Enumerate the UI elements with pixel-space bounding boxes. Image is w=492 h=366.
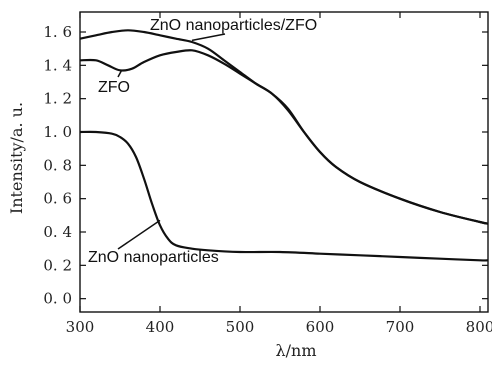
- y-tick-label: 1. 0: [43, 123, 72, 141]
- y-tick-label: 1. 6: [43, 23, 72, 41]
- y-tick-label: 0. 0: [43, 290, 72, 308]
- y-tick-label: 0. 8: [43, 156, 72, 174]
- annotation-layer: ZnO nanoparticles/ZFO ZFO ZnO nanoparticle…: [88, 17, 317, 266]
- annotation-pointer: [191, 33, 226, 42]
- tick-layer: 300 400 500 600 700 800 0. 0 0. 2 0. 4 0. 6 0. 8 1.…: [43, 12, 492, 336]
- series-line-zfo: [79, 49, 489, 225]
- y-tick-label: 1. 4: [43, 56, 72, 74]
- x-tick-label: 800: [466, 318, 492, 336]
- x-tick-label: 400: [146, 318, 175, 336]
- x-tick-label: 300: [66, 318, 95, 336]
- y-tick-label: 0. 4: [43, 223, 72, 241]
- x-tick-label: 700: [386, 318, 415, 336]
- label-layer: λ/nm Intensity/a. u.: [7, 102, 317, 360]
- series-line-zno-zfo: [79, 29, 489, 225]
- annotation-label: ZnO nanoparticles/ZFO: [150, 17, 317, 34]
- x-tick-label: 500: [226, 318, 255, 336]
- y-tick-label: 1. 2: [43, 90, 72, 108]
- y-axis-title: Intensity/a. u.: [7, 102, 26, 214]
- series-line-zno: [79, 130, 489, 262]
- annotation-label: ZFO: [98, 79, 130, 96]
- y-tick-label: 0. 2: [43, 256, 72, 274]
- plot-layer: [79, 11, 489, 313]
- x-axis-title: λ/nm: [275, 341, 316, 360]
- plot-frame: [79, 11, 489, 313]
- annotation-label: ZnO nanoparticles: [88, 249, 219, 266]
- annotation-pointer: [117, 69, 123, 78]
- annotation-pointer: [117, 219, 161, 250]
- x-tick-label: 600: [306, 318, 335, 336]
- y-tick-label: 0. 6: [43, 190, 72, 208]
